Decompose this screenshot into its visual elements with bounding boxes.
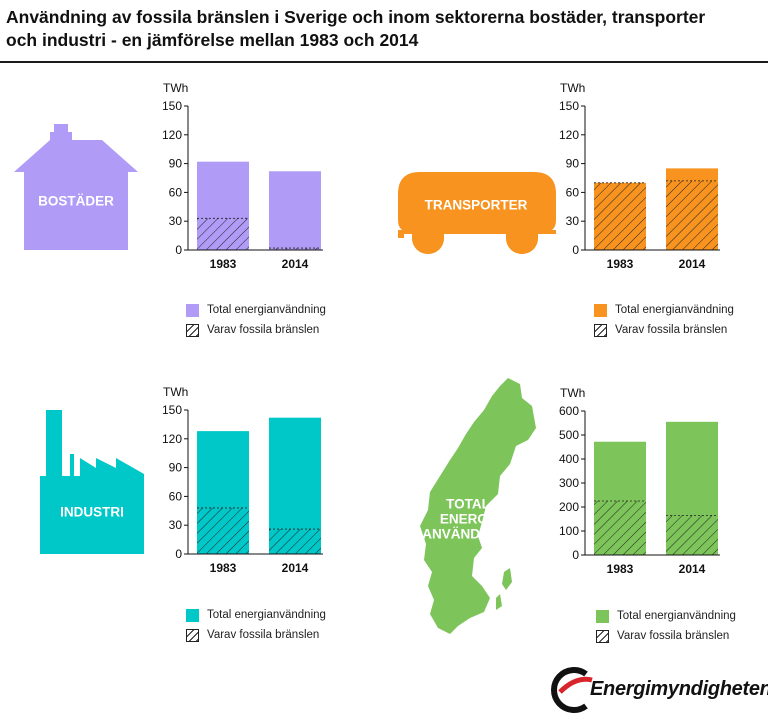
y-tick-label: 150 (162, 99, 182, 113)
y-tick-label: 120 (162, 432, 182, 446)
legend-item-fossil: Varav fossila bränslen (186, 322, 319, 338)
y-tick-label: 100 (559, 524, 579, 538)
bar-fossil-1983 (197, 507, 249, 554)
bar-fossil-2014 (269, 248, 321, 250)
x-tick-label: 2014 (282, 561, 309, 575)
x-tick-label: 1983 (607, 257, 634, 271)
y-tick-label: 0 (572, 243, 579, 257)
legend-label-total: Total energianvändning (615, 304, 734, 316)
legend-item-total: Total energianvändning (594, 302, 734, 318)
legend-swatch-total (594, 303, 607, 317)
bus-icon: TRANSPORTER (398, 172, 556, 254)
legend-label-total: Total energianvändning (207, 609, 326, 621)
legend-item-total: Total energianvändning (596, 608, 736, 624)
y-tick-label: 400 (559, 452, 579, 466)
legend-swatch-total (186, 608, 199, 622)
house-label: BOSTÄDER (38, 193, 114, 209)
x-tick-label: 1983 (607, 562, 634, 576)
chart-transporter: TWh 0 30 60 90 120 150 1983 2014 (559, 81, 720, 271)
y-tick-label: 30 (566, 214, 580, 228)
y-tick-label: 500 (559, 428, 579, 442)
y-axis-unit-label: TWh (560, 386, 585, 400)
y-tick-label: 60 (566, 185, 580, 199)
legend-label-fossil: Varav fossila bränslen (615, 324, 728, 336)
logo-mark-icon (551, 667, 593, 713)
legend-label-total: Total energianvändning (207, 304, 326, 316)
y-axis-unit-label: TWh (163, 81, 188, 95)
legend-item-fossil: Varav fossila bränslen (594, 322, 727, 338)
map-label: TOTAL ENERGI- ANVÄNDNING (422, 497, 514, 542)
x-tick-label: 2014 (282, 257, 309, 271)
legend-swatch-fossil (186, 628, 199, 642)
y-tick-label: 120 (162, 128, 182, 142)
bar-fossil-1983 (594, 501, 646, 555)
bar-fossil-2014 (269, 529, 321, 554)
y-tick-label: 30 (169, 518, 183, 532)
factory-icon: INDUSTRI (40, 410, 144, 554)
y-tick-label: 0 (175, 243, 182, 257)
sweden-map-icon: TOTAL ENERGI- ANVÄNDNING (400, 376, 540, 634)
bar-total-2014 (269, 171, 321, 250)
y-tick-label: 150 (162, 403, 182, 417)
legend-swatch-total (596, 609, 609, 623)
bar-fossil-1983 (197, 218, 249, 250)
legend-item-total: Total energianvändning (186, 302, 326, 318)
factory-label: INDUSTRI (60, 504, 124, 520)
y-tick-label: 60 (169, 185, 183, 199)
bus-label: TRANSPORTER (424, 197, 528, 213)
y-tick-label: 300 (559, 476, 579, 490)
bar-fossil-2014 (666, 180, 718, 250)
energimyndigheten-logo: Energimyndigheten (546, 666, 768, 714)
x-tick-label: 1983 (210, 257, 237, 271)
legend-label-fossil: Varav fossila bränslen (207, 324, 320, 336)
legend-label-total: Total energianvändning (617, 610, 736, 622)
legend-item-fossil: Varav fossila bränslen (596, 628, 729, 644)
y-tick-label: 120 (559, 128, 579, 142)
map-label-line-1: TOTAL (446, 496, 490, 512)
y-axis-unit-label: TWh (560, 81, 585, 95)
chart-industri: TWh 0 30 60 90 120 150 1983 2014 (162, 385, 323, 575)
legend-swatch-total (186, 303, 199, 317)
logo-text: Energimyndigheten (590, 678, 768, 700)
y-tick-label: 90 (169, 461, 183, 475)
legend-label-fossil: Varav fossila bränslen (207, 629, 320, 641)
y-tick-label: 30 (169, 214, 183, 228)
legend-label-fossil: Varav fossila bränslen (617, 630, 730, 642)
x-tick-label: 2014 (679, 257, 706, 271)
legend-swatch-fossil (594, 323, 607, 337)
map-label-line-2: ENERGI- (439, 511, 497, 527)
y-tick-label: 150 (559, 99, 579, 113)
y-tick-label: 600 (559, 404, 579, 418)
bar-fossil-2014 (666, 515, 718, 555)
legend-swatch-fossil (186, 323, 199, 337)
x-tick-label: 2014 (679, 562, 706, 576)
bar-fossil-1983 (594, 182, 646, 250)
legend-item-total: Total energianvändning (186, 607, 326, 623)
legend-swatch-fossil (596, 629, 609, 643)
x-tick-label: 1983 (210, 561, 237, 575)
y-tick-label: 0 (175, 547, 182, 561)
chart-total: TWh 0 100 200 300 400 500 600 1983 2014 (559, 386, 720, 576)
map-label-line-3: ANVÄNDNING (422, 526, 514, 542)
y-axis-unit-label: TWh (163, 385, 188, 399)
y-tick-label: 90 (169, 157, 183, 171)
house-icon: BOSTÄDER (14, 124, 138, 250)
y-tick-label: 200 (559, 500, 579, 514)
legend-item-fossil: Varav fossila bränslen (186, 627, 319, 643)
y-tick-label: 60 (169, 489, 183, 503)
chart-bostader: TWh 0 30 60 90 120 150 1983 2014 (162, 81, 323, 271)
page-title: Användning av fossila bränslen i Sverige… (6, 7, 706, 50)
title-divider (0, 61, 768, 63)
y-tick-label: 90 (566, 157, 580, 171)
y-tick-label: 0 (572, 548, 579, 562)
